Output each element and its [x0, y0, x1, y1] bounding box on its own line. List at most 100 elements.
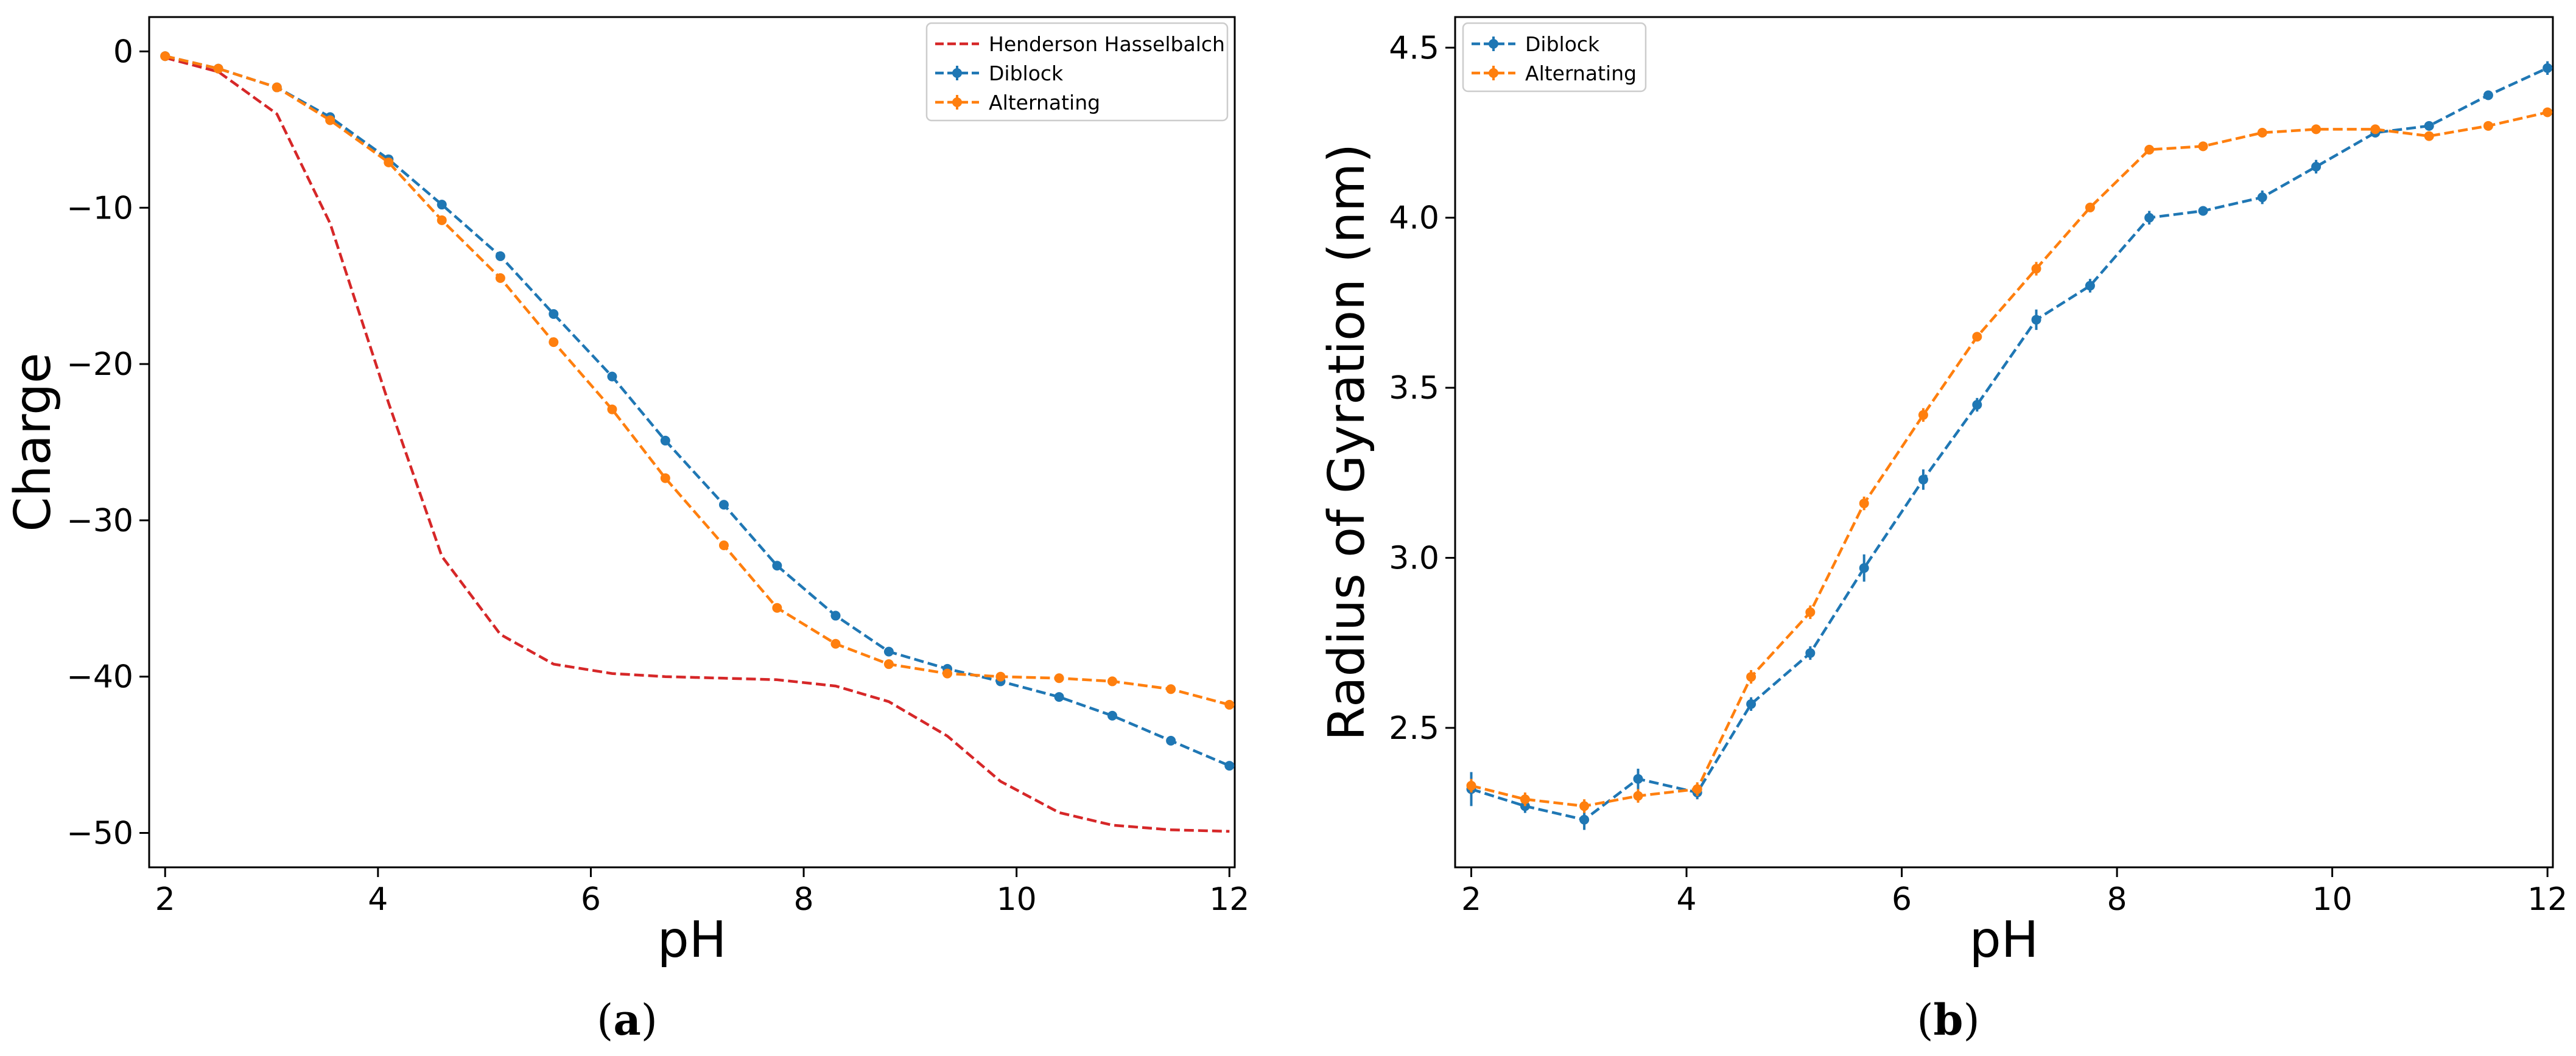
- panel-a-y-tick-label: −50: [66, 816, 133, 852]
- panel-a-diblock-point: [549, 309, 559, 319]
- panel-a-diblock-point: [495, 251, 505, 261]
- panel-a-x-tick-label: 6: [581, 881, 601, 918]
- panel-a-alternating-point: [942, 668, 953, 679]
- panel-a-plot-marks: [160, 51, 1235, 833]
- panel-a-alternating-point: [495, 273, 505, 283]
- panel-b-alternating-point: [2031, 264, 2041, 274]
- panel-a-diblock-point: [1107, 710, 1117, 721]
- panel-a-alternating-point: [272, 82, 282, 93]
- panel-a-alternating-point: [1107, 676, 1117, 687]
- panel-a-alternating-line: [164, 55, 1230, 707]
- panel-a-caption-close-paren: ): [641, 995, 658, 1045]
- panel-a-henderson-hasselbalch-line: [164, 56, 1230, 833]
- panel-a-x-axis: 2 4 6 8 10 12: [155, 867, 1249, 918]
- panel-b-y-tick-label: 3.5: [1389, 370, 1439, 407]
- panel-b-alternating-point: [2257, 127, 2267, 138]
- panel-b-alternating-point: [2543, 107, 2553, 117]
- panel-a-y-tick-label: 0: [113, 33, 133, 70]
- panel-b-series-alternating: [1466, 107, 2553, 813]
- panel-a-alternating-point: [1166, 684, 1176, 694]
- panel-b-alternating-point: [2311, 124, 2322, 135]
- panel-a-y-tick-label: −10: [66, 190, 133, 226]
- panel-b-plot-marks: [1466, 61, 2553, 830]
- panel-a-diblock-point: [772, 561, 782, 571]
- panel-b-diblock-point: [2543, 63, 2553, 73]
- panel-a-legend-box: [925, 22, 1229, 122]
- panel-b-diblock-point: [2424, 121, 2434, 131]
- panel-b-caption: (b): [1917, 995, 1980, 1045]
- panel-b-legend: Diblock Alternating: [1462, 22, 1647, 93]
- panel-a-alternating-point: [830, 638, 841, 649]
- panel-a-alternating-point: [995, 671, 1006, 682]
- panel-b-alternating-point: [1579, 801, 1590, 811]
- panel-a-diblock-point: [437, 200, 447, 210]
- panel-b-caption-open-paren: (: [1917, 995, 1933, 1045]
- panel-a-y-axis-label: Charge: [4, 352, 62, 531]
- panel-a-alternating-point: [549, 337, 559, 348]
- panel-b-alternating-point: [1466, 780, 1476, 791]
- panel-b-alternating-point: [1520, 794, 1530, 805]
- panel-b-diblock-point: [2257, 192, 2267, 203]
- panel-b-alternating-point: [1972, 332, 1982, 342]
- panel-b-diblock-point: [2311, 161, 2322, 172]
- panel-a-diblock-point: [1224, 761, 1235, 771]
- panel-a-series-alternating: [160, 51, 1235, 710]
- panel-a-alternating-point: [437, 215, 447, 225]
- panel-b-y-tick-label: 3.0: [1389, 540, 1439, 576]
- panel-b-radius-of-gyration-chart: 2 4 6 8 10 12 2.5 3.0 3.5 4.0 4.5 pH Radius of Gy…: [1318, 16, 2567, 1045]
- panel-b-y-tick-label: 4.5: [1389, 30, 1439, 66]
- panel-b-caption-letter: b: [1934, 995, 1964, 1045]
- panel-a-alternating-point: [718, 540, 729, 550]
- panel-a-x-tick-label: 12: [1209, 881, 1249, 918]
- panel-a-diblock-point: [1166, 735, 1176, 746]
- panel-a-legend-marker-alternating: [952, 97, 962, 107]
- panel-b-x-tick-label: 8: [2107, 881, 2127, 918]
- panel-a-x-tick-label: 10: [997, 881, 1037, 918]
- panel-b-alternating-point: [1692, 784, 1702, 794]
- panel-a-caption-open-paren: (: [597, 995, 613, 1045]
- panel-b-alternating-point: [2483, 121, 2493, 131]
- panel-a-y-tick-label: −20: [66, 346, 133, 383]
- panel-b-diblock-point: [1746, 699, 1757, 709]
- panel-b-x-tick-label: 4: [1676, 881, 1696, 918]
- panel-a-series-henderson-hasselbalch: [164, 56, 1230, 833]
- panel-a-diblock-line: [164, 55, 1230, 768]
- panel-a-diblock-point: [718, 500, 729, 510]
- panel-b-diblock-point: [1633, 774, 1643, 784]
- panel-a-diblock-point: [1054, 692, 1064, 702]
- panel-a-diblock-point: [660, 435, 670, 446]
- panel-a-legend: Henderson Hasselbalch Diblock Alternating: [925, 22, 1229, 122]
- panel-b-y-tick-label: 2.5: [1389, 710, 1439, 747]
- panel-b-diblock-point: [1859, 563, 1869, 573]
- panel-a-x-tick-label: 2: [155, 881, 175, 918]
- panel-b-y-tick-label: 4.0: [1389, 200, 1439, 237]
- panel-b-legend-label-diblock: Diblock: [1525, 32, 1600, 56]
- panel-b-diblock-point: [2483, 90, 2493, 100]
- panel-a-alternating-point: [1054, 673, 1064, 684]
- panel-a-alternating-point: [883, 659, 894, 670]
- panel-b-alternating-point: [2198, 141, 2208, 152]
- panel-b-alternating-line: [1470, 111, 2548, 808]
- panel-a-alternating-point: [325, 115, 335, 125]
- panel-b-alternating-point: [1859, 498, 1869, 509]
- panel-b-diblock-point: [2031, 315, 2041, 325]
- panel-b-x-tick-label: 6: [1892, 881, 1912, 918]
- panel-b-alternating-point: [1805, 607, 1816, 617]
- panel-b-diblock-point: [1805, 648, 1816, 658]
- panel-b-y-axis: 2.5 3.0 3.5 4.0 4.5: [1389, 30, 1455, 747]
- panel-b-diblock-line: [1470, 66, 2549, 822]
- panel-b-alternating-point: [2424, 131, 2434, 141]
- panel-b-alternating-point: [2370, 124, 2381, 135]
- panel-a-alternating-point: [160, 51, 170, 61]
- panel-a-y-axis: 0 −10 −20 −30 −40 −50: [66, 33, 149, 852]
- panel-a-caption: (a): [597, 995, 658, 1045]
- panel-b-x-tick-label: 12: [2527, 881, 2567, 918]
- panel-b-diblock-point: [2144, 212, 2155, 223]
- panel-a-plot-frame: [148, 16, 1236, 869]
- panel-b-legend-marker-alternating: [1489, 68, 1498, 78]
- panel-a-legend-label-alternating: Alternating: [989, 91, 1100, 114]
- panel-b-alternating-point: [1633, 791, 1643, 801]
- panel-a-diblock-point: [607, 371, 617, 382]
- panel-a-alternating-point: [607, 404, 617, 414]
